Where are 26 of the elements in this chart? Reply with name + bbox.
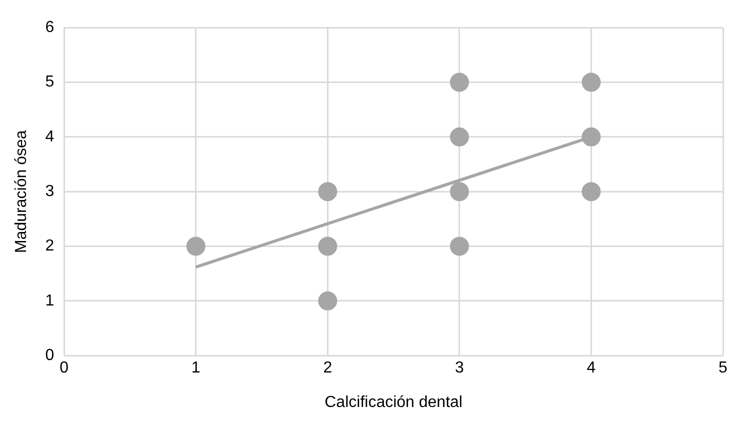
point (582, 72, 601, 92)
y-tick-label: 5 (45, 74, 54, 91)
point (318, 291, 338, 310)
point (186, 236, 206, 256)
point (582, 182, 601, 202)
y-tick-label: 1 (45, 292, 54, 310)
x-tick-label: 2 (323, 360, 332, 377)
x-tick-label: 3 (454, 360, 464, 377)
point (450, 182, 469, 202)
x-tick-label: 0 (60, 360, 69, 377)
y-tick-label: 4 (45, 128, 54, 146)
y-axis-title: Maduración ósea (13, 130, 30, 253)
point (582, 127, 601, 146)
x-axis-title: Calcificación dental (324, 394, 462, 411)
point (318, 236, 338, 256)
point (318, 182, 338, 202)
point (450, 236, 469, 256)
x-tick-label: 1 (191, 360, 200, 377)
y-tick-label: 0 (45, 347, 54, 364)
x-tick-label: 5 (718, 360, 728, 377)
y-tick-label: 2 (45, 238, 54, 255)
point (450, 127, 469, 146)
y-tick-label: 6 (45, 19, 54, 36)
point (450, 72, 469, 92)
x-tick-label: 4 (586, 360, 596, 377)
y-tick-label: 3 (45, 183, 54, 200)
